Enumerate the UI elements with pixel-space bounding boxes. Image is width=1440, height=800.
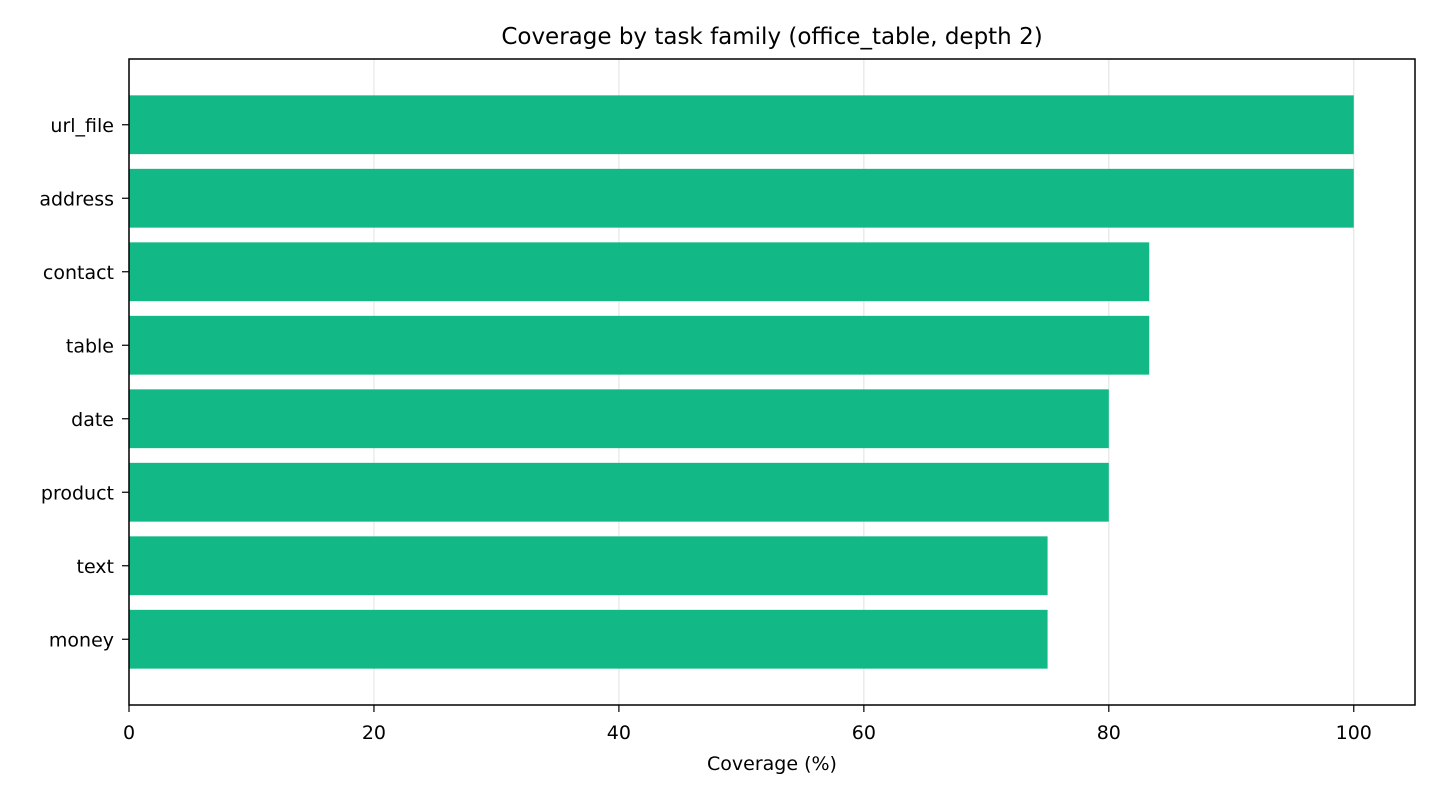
- bar-product: [129, 462, 1109, 522]
- y-tick-label: contact: [43, 262, 114, 284]
- chart-title: Coverage by task family (office_table, d…: [501, 24, 1042, 50]
- y-tick-label: url_file: [50, 115, 114, 137]
- x-axis-ticks: 0 20 40 60 80 100: [123, 705, 1372, 744]
- y-tick-label: table: [66, 335, 114, 357]
- x-tick-label: 20: [362, 722, 386, 744]
- bars: [129, 95, 1354, 669]
- x-tick-label: 60: [852, 722, 876, 744]
- x-tick-label: 0: [123, 722, 135, 744]
- x-tick-label: 40: [607, 722, 631, 744]
- x-tick-label: 80: [1097, 722, 1121, 744]
- y-tick-label: text: [77, 556, 115, 578]
- x-tick-label: 100: [1336, 722, 1372, 744]
- bar-url_file: [129, 95, 1354, 155]
- grid-lines: [128, 59, 1355, 705]
- y-tick-label: date: [71, 409, 114, 431]
- x-axis-label: Coverage (%): [707, 753, 837, 775]
- y-tick-label: money: [49, 629, 114, 651]
- bar-address: [129, 168, 1354, 228]
- bar-text: [129, 536, 1048, 596]
- bar-table: [129, 315, 1150, 375]
- y-tick-label: address: [39, 188, 114, 210]
- plot-frame: [128, 58, 1416, 706]
- bar-date: [129, 389, 1109, 449]
- bar-contact: [129, 242, 1150, 302]
- y-tick-label: product: [41, 482, 114, 504]
- bar-money: [129, 609, 1048, 669]
